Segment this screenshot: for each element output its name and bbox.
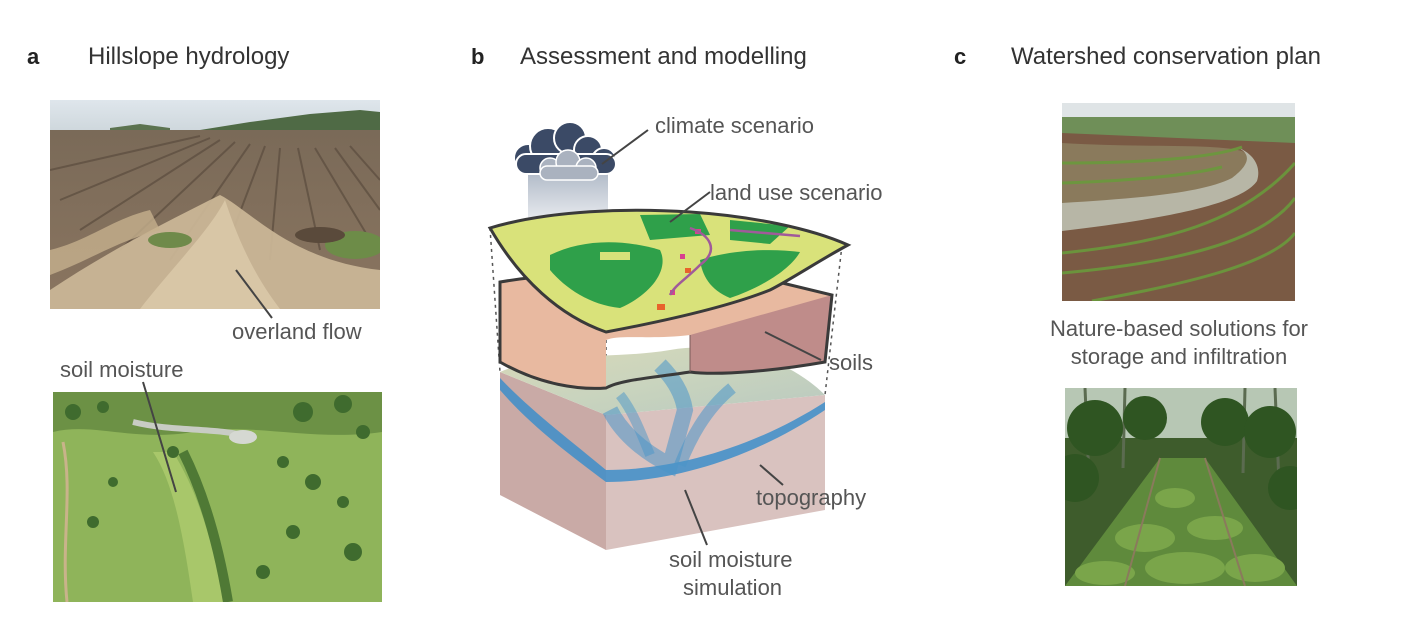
label-nbs-line-2: storage and infiltration (1070, 344, 1288, 369)
leader-topography (759, 464, 784, 486)
panel-b-title: Assessment and modelling (520, 43, 807, 70)
label-land-use-scenario: land use scenario (710, 180, 883, 205)
panel-c-title: Watershed conservation plan (1011, 43, 1321, 70)
photo-contour-swale (1062, 103, 1295, 301)
photo-tilled-field-runoff (50, 100, 380, 309)
label-topography: topography (756, 485, 867, 510)
layered-watershed-diagram (487, 121, 852, 550)
panel-c-letter: c (954, 44, 967, 69)
leader-land-use (669, 191, 711, 223)
panel-b-letter: b (471, 44, 485, 69)
label-nbs-line-1: Nature-based solutions for (1049, 316, 1309, 341)
label-overland-flow: overland flow (232, 319, 362, 344)
panel-a-letter: a (27, 44, 40, 69)
leader-soil-moisture-sim (684, 489, 708, 546)
label-soil-moisture-simulation-1: soil moisture (669, 547, 793, 572)
leader-climate (601, 129, 649, 165)
photo-agroforestry-rows (1065, 388, 1297, 586)
photo-aerial-valley (53, 392, 382, 602)
label-soil-moisture-simulation-2: simulation (683, 575, 783, 600)
label-soil-moisture-photo: soil moisture (60, 357, 184, 382)
label-soils: soils (829, 350, 874, 375)
panel-a-title: Hillslope hydrology (88, 43, 290, 70)
label-climate-scenario: climate scenario (655, 113, 814, 138)
leader-overland-flow (235, 269, 273, 319)
leader-soils (764, 331, 822, 361)
leader-soil-moisture (142, 381, 177, 493)
land-use-layer (487, 208, 852, 334)
